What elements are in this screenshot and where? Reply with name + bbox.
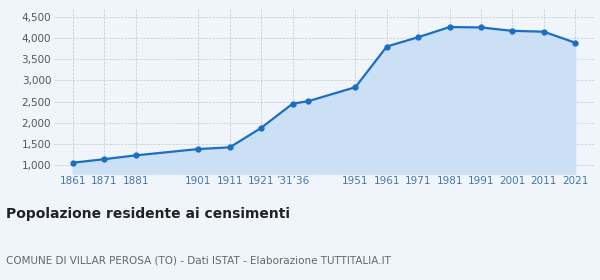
Text: Popolazione residente ai censimenti: Popolazione residente ai censimenti bbox=[6, 207, 290, 221]
Text: COMUNE DI VILLAR PEROSA (TO) - Dati ISTAT - Elaborazione TUTTITALIA.IT: COMUNE DI VILLAR PEROSA (TO) - Dati ISTA… bbox=[6, 255, 391, 265]
